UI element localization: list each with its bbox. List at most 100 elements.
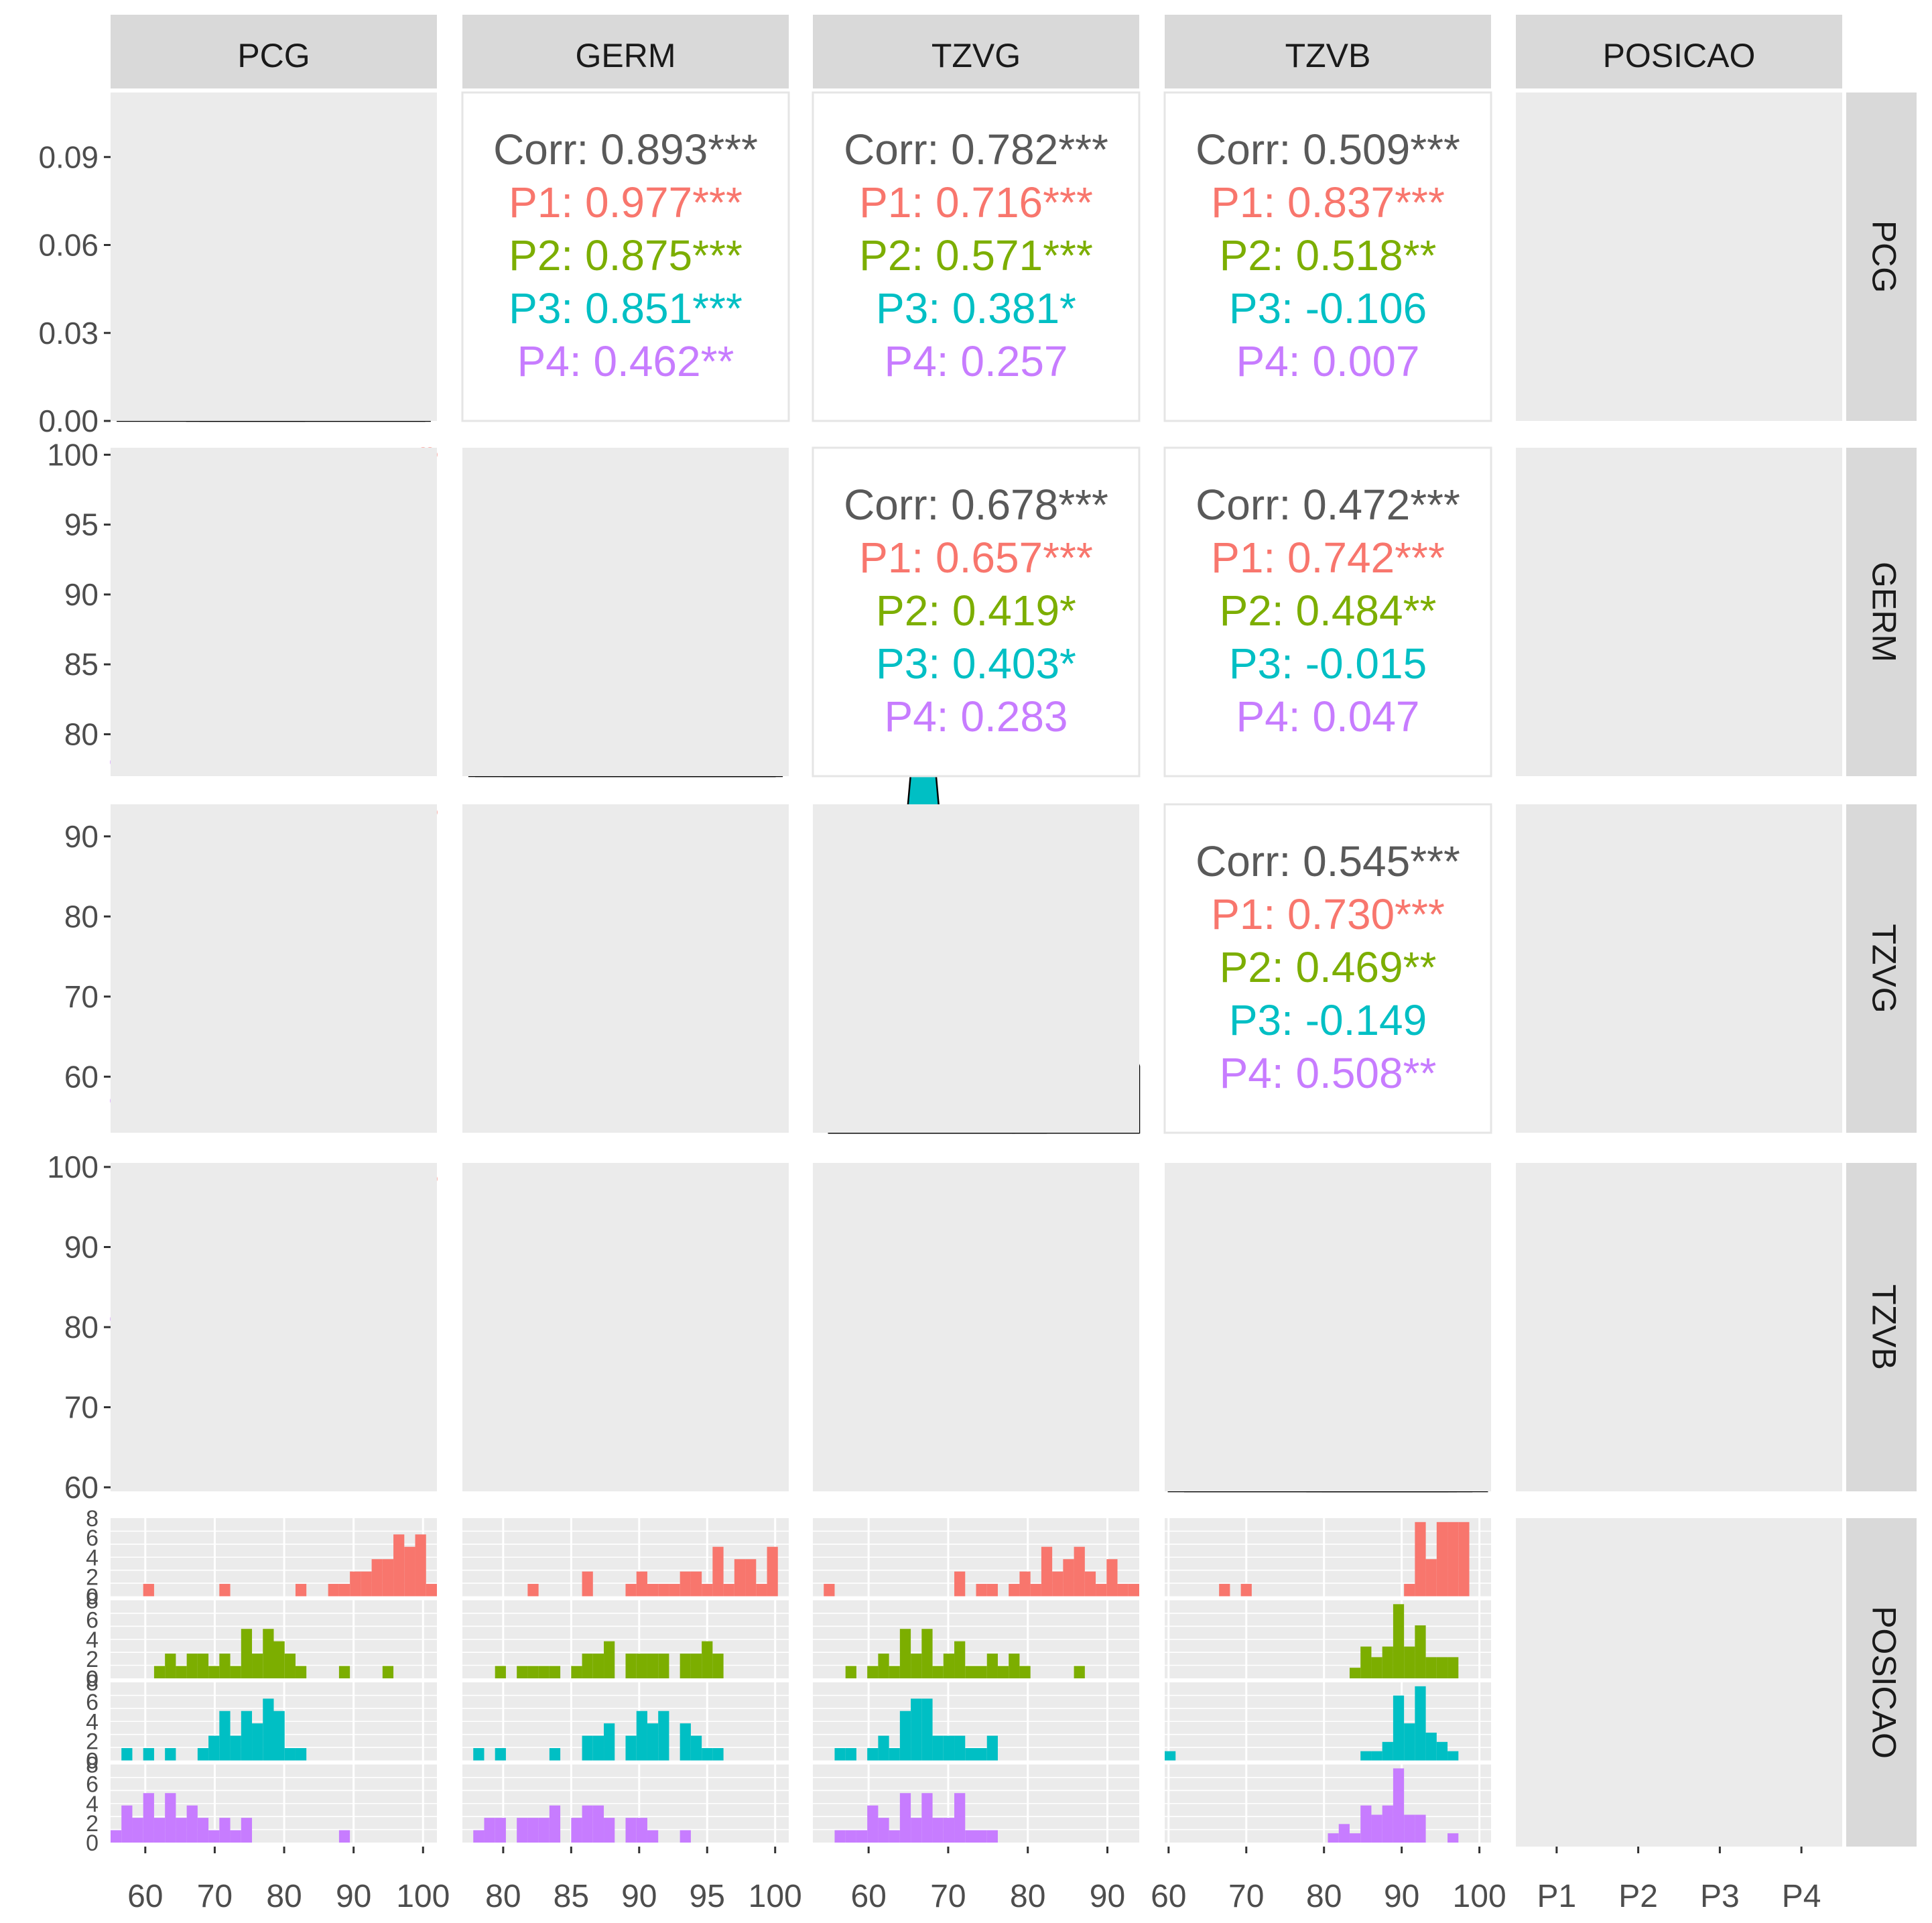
hist-bar-p2 (219, 1654, 231, 1678)
hist-bar-p2 (965, 1666, 976, 1678)
panel-bg (1516, 804, 1842, 1133)
corr-line-overall: Corr: 0.782*** (844, 125, 1108, 174)
hist-bar-p1 (328, 1584, 339, 1597)
x-tick-label: 100 (749, 1879, 802, 1914)
corr-line-p3: P3: -0.106 (1229, 284, 1427, 332)
hist-bar-p1 (702, 1584, 713, 1597)
hist-bar-p4 (878, 1818, 889, 1843)
hist-bar-p1 (1019, 1571, 1031, 1597)
corr-panel-bg (1163, 91, 1492, 422)
hist-y-tick-label: 0 (86, 1666, 99, 1692)
hist-bar-p2 (1404, 1646, 1415, 1678)
hist-bar-p1 (393, 1534, 405, 1597)
hist-y-tick-label: 0 (86, 1831, 99, 1856)
hist-bar-p1 (669, 1584, 680, 1597)
hist-bar-p2 (517, 1666, 528, 1678)
corr-line-p4: P4: 0.283 (885, 692, 1068, 741)
hist-bar-p3 (219, 1711, 231, 1761)
hist-bar-p2 (867, 1666, 879, 1678)
hist-bar-p4 (856, 1830, 868, 1843)
y-tick-label: 90 (64, 819, 99, 854)
hist-y-tick-label: 8 (86, 1670, 99, 1696)
hist-bar-p2 (197, 1654, 209, 1678)
hist-bar-p3 (921, 1698, 933, 1761)
hist-bar-p2 (1415, 1625, 1426, 1678)
strip-label-tzvg: TZVG (931, 37, 1021, 74)
hist-bar-p2 (495, 1666, 506, 1678)
hist-bar-p4 (143, 1793, 154, 1843)
x-tick-label: P3 (1700, 1879, 1740, 1914)
hist-bar-p4 (582, 1805, 593, 1843)
panel-bg (462, 804, 789, 1133)
hist-bar-p4 (338, 1830, 350, 1843)
panel-bg (1516, 1163, 1842, 1491)
panel-bg (1165, 1163, 1491, 1491)
hist-bar-p1 (1219, 1584, 1230, 1597)
hist-bar-p4 (932, 1818, 944, 1843)
y-tick-label: 0.00 (38, 404, 99, 438)
hist-bar-p1 (426, 1584, 437, 1597)
hist-bar-p2 (186, 1654, 198, 1678)
hist-bar-p1 (1240, 1584, 1252, 1597)
y-tick-label: 90 (64, 1229, 99, 1264)
hist-bar-p3 (647, 1723, 659, 1761)
hist-bar-p2 (527, 1666, 539, 1678)
corr-line-p4: P4: 0.508** (1220, 1049, 1437, 1097)
hist-bar-p1 (1128, 1584, 1139, 1597)
hist-bar-p2 (295, 1666, 307, 1678)
x-tick-label: 90 (621, 1879, 657, 1914)
hist-bar-p3 (636, 1711, 647, 1761)
hist-bar-p4 (1371, 1814, 1382, 1843)
corr-line-p3: P3: 0.403* (876, 639, 1076, 688)
hist-bar-p3 (604, 1723, 615, 1761)
x-tick-label: 85 (554, 1879, 589, 1914)
hist-bar-p2 (1382, 1646, 1393, 1678)
hist-bar-p1 (1096, 1584, 1107, 1597)
strip-right-posicao (1846, 1518, 1917, 1847)
hist-y-tick-label: 0 (86, 1749, 99, 1774)
hist-bar-p3 (625, 1735, 637, 1761)
hist-bar-p3 (932, 1735, 944, 1761)
corr-line-p1: P1: 0.742*** (1211, 534, 1445, 582)
y-tick-label: 90 (64, 577, 99, 612)
hist-bar-p3 (702, 1748, 713, 1761)
x-tick-label: 60 (1151, 1879, 1186, 1914)
hist-bar-p1 (527, 1584, 539, 1597)
hist-bar-p3 (1165, 1751, 1176, 1761)
hist-bar-p2 (680, 1654, 691, 1678)
y-tick-label: 100 (47, 1150, 99, 1184)
hist-bar-p2 (1447, 1657, 1459, 1678)
hist-bar-p3 (899, 1711, 911, 1761)
hist-bar-p4 (921, 1793, 933, 1843)
hist-bar-p1 (824, 1584, 835, 1597)
corr-line-overall: Corr: 0.509*** (1196, 125, 1460, 174)
y-tick-label: 60 (64, 1059, 99, 1094)
hist-bar-p3 (712, 1748, 724, 1761)
hist-bar-p4 (121, 1805, 133, 1843)
hist-bar-p4 (834, 1830, 846, 1843)
hist-bar-p2 (943, 1654, 955, 1678)
x-tick-label: P2 (1618, 1879, 1658, 1914)
hist-bar-p4 (153, 1818, 166, 1843)
hist-bar-p3 (1393, 1695, 1405, 1761)
strip-label-posicao: POSICAO (1603, 37, 1756, 74)
hist-bar-p1 (1425, 1559, 1437, 1597)
hist-bar-p4 (571, 1818, 582, 1843)
hist-bar-p3 (943, 1735, 955, 1761)
hist-bar-p3 (680, 1723, 691, 1761)
hist-bar-p4 (1415, 1814, 1426, 1843)
hist-bar-p4 (132, 1818, 143, 1843)
hist-bar-p1 (1106, 1559, 1118, 1597)
hist-y-tick-label: 4 (86, 1792, 99, 1817)
y-tick-label: 80 (64, 1310, 99, 1345)
strip-label-pcg: PCG (237, 37, 310, 74)
hist-bar-p3 (241, 1711, 253, 1761)
corr-line-overall: Corr: 0.893*** (493, 125, 758, 174)
hist-bar-p1 (1117, 1584, 1129, 1597)
corr-line-overall: Corr: 0.678*** (844, 481, 1108, 529)
hist-bar-p3 (165, 1748, 176, 1761)
hist-bar-p4 (549, 1805, 561, 1843)
hist-bar-p1 (745, 1559, 757, 1597)
hist-bar-p1 (338, 1584, 350, 1597)
hist-bar-p2 (165, 1654, 176, 1678)
